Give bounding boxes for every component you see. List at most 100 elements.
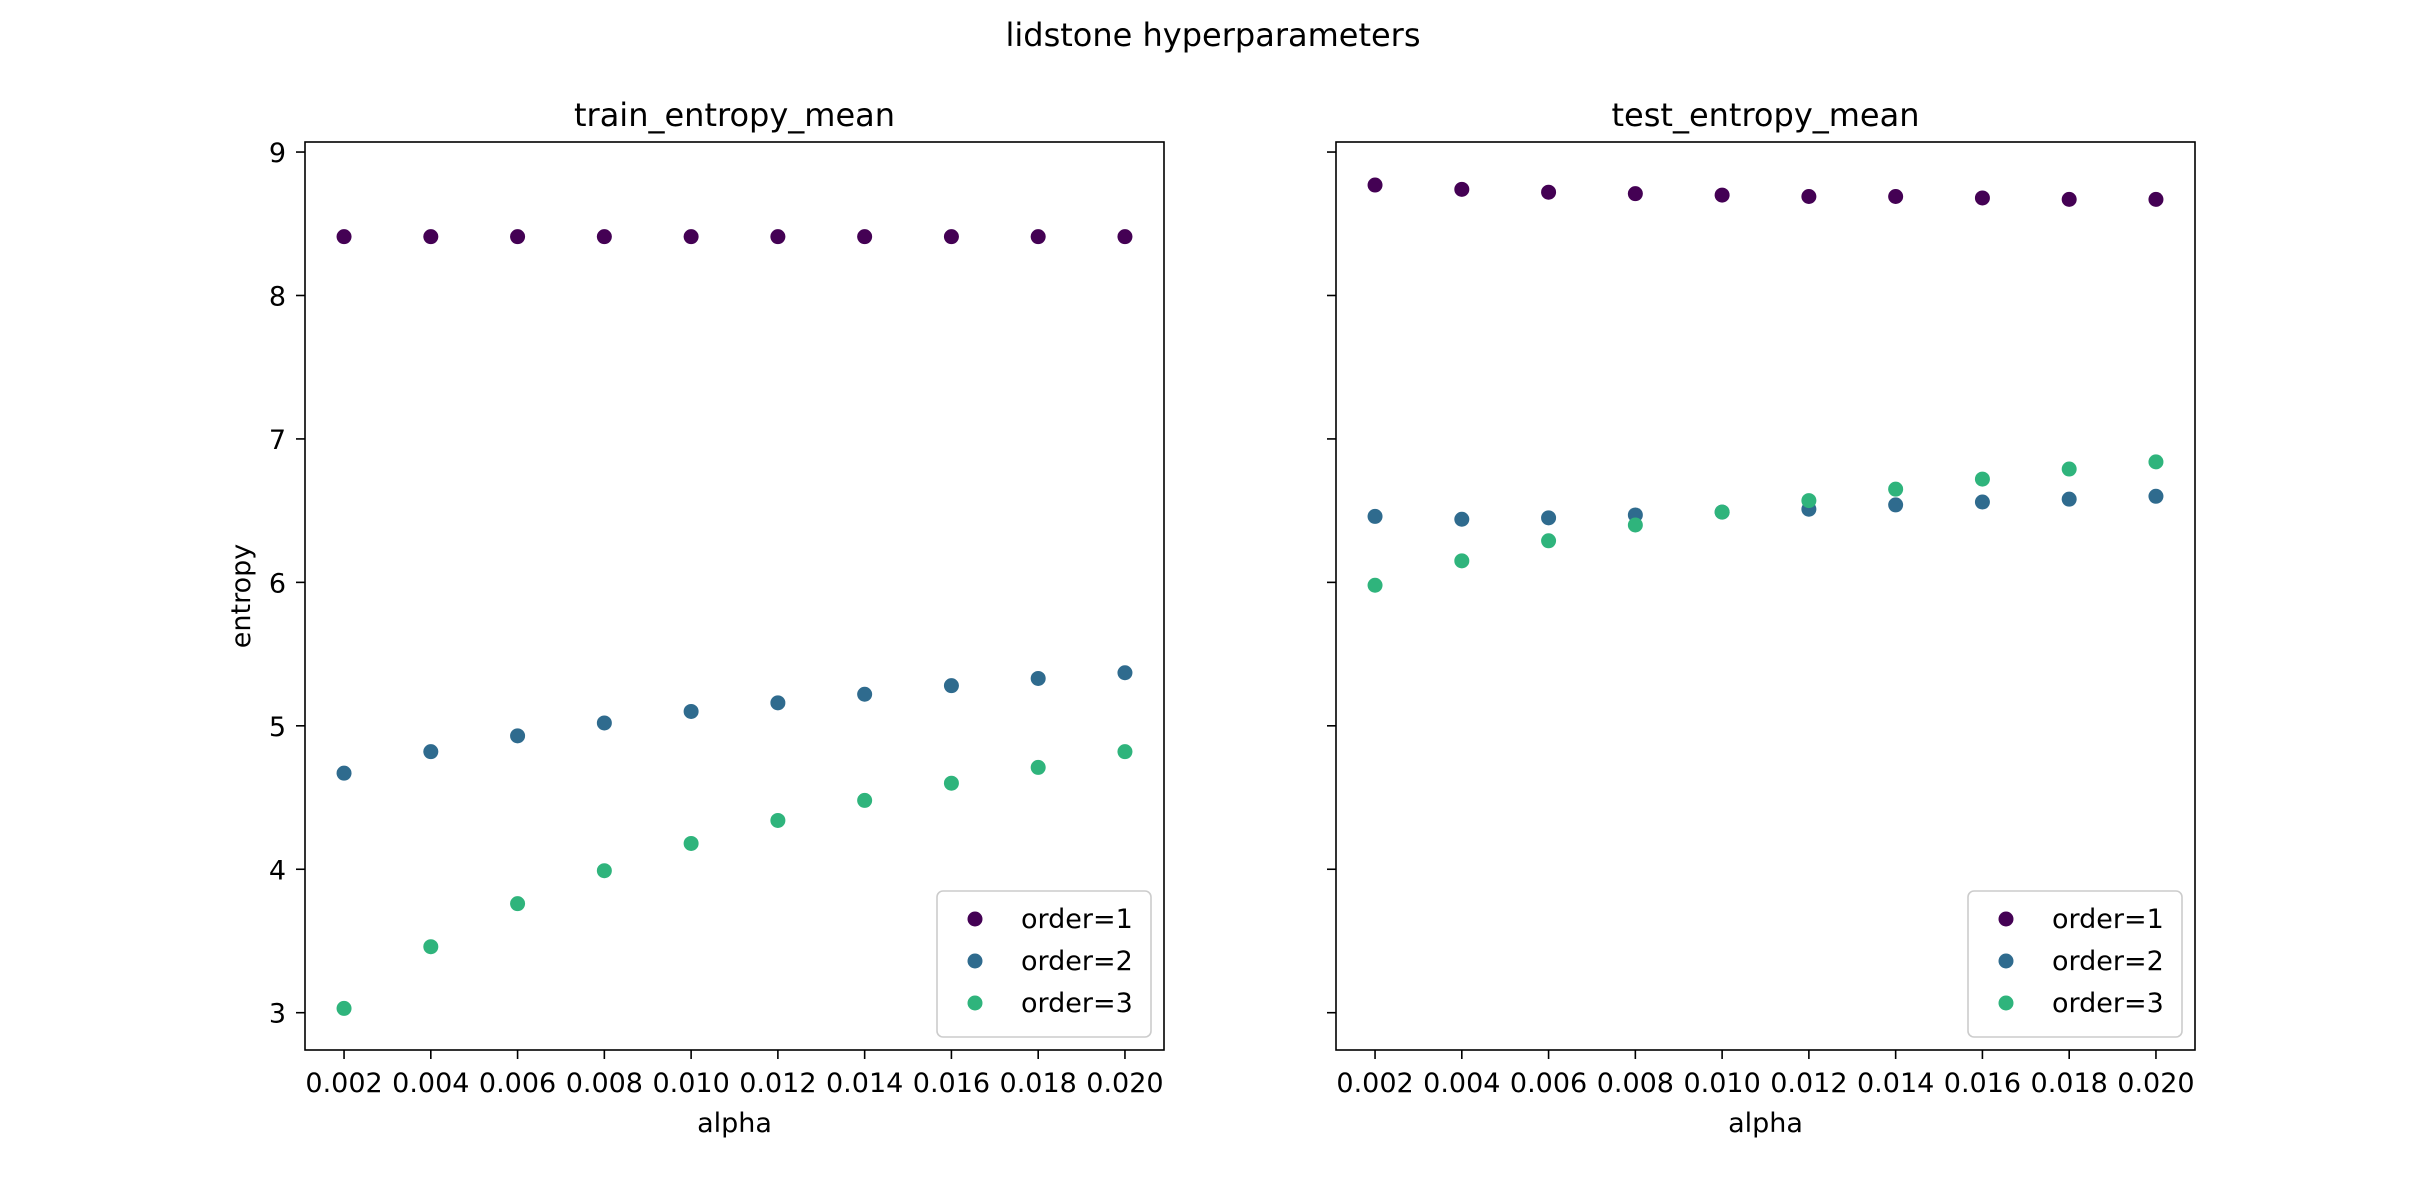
data-point bbox=[336, 765, 352, 781]
x-tick-label: 0.002 bbox=[1336, 1068, 1413, 1099]
data-point bbox=[1541, 533, 1557, 549]
data-point bbox=[1454, 511, 1470, 527]
legend bbox=[1967, 890, 2183, 1038]
data-point bbox=[336, 1000, 352, 1016]
legend-label: order=1 bbox=[2052, 904, 2164, 935]
x-tick-label: 0.020 bbox=[1086, 1068, 1163, 1099]
data-point bbox=[1888, 189, 1904, 205]
data-point bbox=[1030, 229, 1046, 245]
data-point bbox=[1888, 481, 1904, 497]
data-point bbox=[1367, 577, 1383, 593]
data-point bbox=[2148, 191, 2164, 207]
y-tick-label: 7 bbox=[269, 425, 286, 456]
data-point bbox=[857, 792, 873, 808]
data-point bbox=[1974, 494, 1990, 510]
x-tick-label: 0.004 bbox=[392, 1068, 469, 1099]
data-point bbox=[423, 744, 439, 760]
legend-marker bbox=[1998, 953, 2014, 969]
data-point bbox=[1714, 504, 1730, 520]
x-tick-label: 0.006 bbox=[1510, 1068, 1587, 1099]
data-point bbox=[510, 728, 526, 744]
x-tick-label: 0.018 bbox=[1000, 1068, 1077, 1099]
data-point bbox=[1714, 187, 1730, 203]
data-point bbox=[1117, 229, 1133, 245]
x-tick-label: 0.012 bbox=[739, 1068, 816, 1099]
x-tick-label: 0.014 bbox=[1857, 1068, 1934, 1099]
data-point bbox=[596, 715, 612, 731]
data-point bbox=[423, 939, 439, 955]
data-point bbox=[2061, 461, 2077, 477]
suptitle: lidstone hyperparameters bbox=[1005, 16, 1420, 54]
panel-title: train_entropy_mean bbox=[574, 96, 895, 134]
data-point bbox=[1627, 186, 1643, 202]
data-point bbox=[1888, 497, 1904, 513]
x-tick-label: 0.010 bbox=[652, 1068, 729, 1099]
legend-label: order=1 bbox=[1021, 904, 1133, 935]
panel-title: test_entropy_mean bbox=[1612, 96, 1920, 134]
y-tick-label: 4 bbox=[269, 855, 286, 886]
x-tick-label: 0.018 bbox=[2031, 1068, 2108, 1099]
legend bbox=[936, 890, 1152, 1038]
data-point bbox=[1974, 471, 1990, 487]
data-point bbox=[857, 686, 873, 702]
x-tick-label: 0.012 bbox=[1770, 1068, 1847, 1099]
y-tick-label: 3 bbox=[269, 999, 286, 1030]
data-point bbox=[683, 835, 699, 851]
legend-label: order=3 bbox=[2052, 988, 2164, 1019]
x-tick-label: 0.020 bbox=[2117, 1068, 2194, 1099]
data-point bbox=[857, 229, 873, 245]
data-point bbox=[1030, 670, 1046, 686]
data-point bbox=[943, 678, 959, 694]
data-point bbox=[1801, 493, 1817, 509]
x-tick-label: 0.004 bbox=[1423, 1068, 1500, 1099]
legend-marker bbox=[967, 995, 983, 1011]
data-point bbox=[596, 229, 612, 245]
data-point bbox=[1117, 744, 1133, 760]
data-point bbox=[683, 229, 699, 245]
data-point bbox=[1627, 517, 1643, 533]
data-point bbox=[943, 229, 959, 245]
x-tick-label: 0.006 bbox=[479, 1068, 556, 1099]
y-tick-label: 5 bbox=[269, 712, 286, 743]
data-point bbox=[510, 896, 526, 912]
y-tick-label: 6 bbox=[269, 568, 286, 599]
legend-marker bbox=[967, 953, 983, 969]
y-tick-label: 9 bbox=[269, 138, 286, 169]
data-point bbox=[1367, 177, 1383, 193]
data-point bbox=[770, 229, 786, 245]
y-tick-label: 8 bbox=[269, 281, 286, 312]
legend-marker bbox=[1998, 995, 2014, 1011]
axes-frame bbox=[304, 141, 1165, 1051]
legend-label: order=2 bbox=[1021, 946, 1133, 977]
data-point bbox=[770, 812, 786, 828]
data-point bbox=[2148, 488, 2164, 504]
data-point bbox=[1367, 508, 1383, 524]
data-point bbox=[1454, 181, 1470, 197]
y-axis-label: entropy bbox=[226, 544, 257, 648]
data-point bbox=[1117, 665, 1133, 681]
data-point bbox=[1030, 759, 1046, 775]
data-point bbox=[1541, 510, 1557, 526]
x-tick-label: 0.002 bbox=[305, 1068, 382, 1099]
axes-frame bbox=[1335, 141, 2196, 1051]
legend-label: order=3 bbox=[1021, 988, 1133, 1019]
data-point bbox=[510, 229, 526, 245]
data-point bbox=[1541, 184, 1557, 200]
panel-train: train_entropy_mean 0.002 0.004 0.006 0.008 0.… bbox=[226, 96, 1165, 1139]
data-point bbox=[336, 229, 352, 245]
data-point bbox=[683, 703, 699, 719]
data-point bbox=[596, 863, 612, 879]
panel-test: test_entropy_mean 0.002 0.004 0.006 0.008 0.0… bbox=[1327, 96, 2196, 1139]
x-axis-label: alpha bbox=[697, 1108, 772, 1139]
x-tick-label: 0.008 bbox=[566, 1068, 643, 1099]
x-tick-label: 0.016 bbox=[1944, 1068, 2021, 1099]
legend-label: order=2 bbox=[2052, 946, 2164, 977]
x-axis-label: alpha bbox=[1728, 1108, 1803, 1139]
data-point bbox=[423, 229, 439, 245]
data-point bbox=[2061, 191, 2077, 207]
x-tick-label: 0.016 bbox=[913, 1068, 990, 1099]
data-point bbox=[1801, 189, 1817, 205]
x-tick-label: 0.010 bbox=[1683, 1068, 1760, 1099]
data-point bbox=[2061, 491, 2077, 507]
